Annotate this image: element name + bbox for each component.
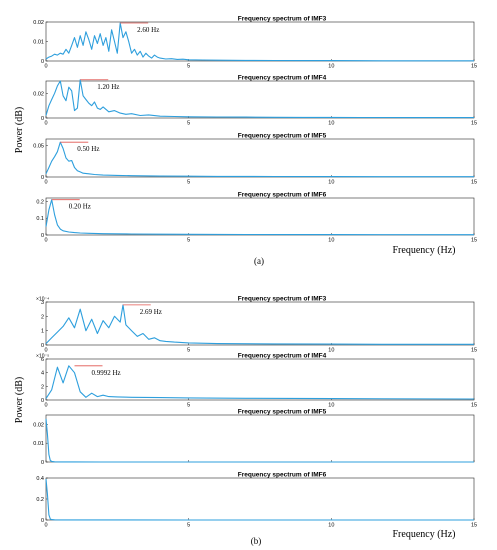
y-tick-label: 0.01 — [33, 40, 44, 46]
y-tick-label: 0.1 — [36, 216, 44, 222]
x-tick-label: 0 — [44, 238, 47, 244]
y-tick-label: 0.2 — [36, 497, 44, 503]
x-tick-label: 10 — [328, 238, 334, 244]
y-tick-label: 0.4 — [36, 476, 44, 482]
x-tick-label: 5 — [187, 121, 190, 127]
x-tick-label: 15 — [471, 238, 477, 244]
y-tick-label: 0 — [41, 116, 44, 122]
plot-frame — [45, 414, 475, 463]
spectrum-panel-7: 0 0.01 0.02 Frequency spectrum of IMF5 — [33, 409, 475, 466]
y-exponent-label: ×10⁻⁴ — [36, 297, 49, 303]
plot-frame — [45, 477, 475, 521]
peak-frequency-label: 2.60 Hz — [137, 26, 159, 34]
spectrum-panel-2: 0 5 10 15 0 0.02 Frequency spectrum of IMF4 1.2… — [33, 75, 477, 127]
peak-frequency-label: 0.9992 Hz — [92, 369, 121, 377]
peak-frequency-label: 0.20 Hz — [69, 203, 91, 211]
spectrum-line — [45, 141, 474, 178]
spectrum-line — [45, 418, 474, 463]
y-tick-label: 0.05 — [33, 143, 44, 149]
plot-frame — [45, 80, 475, 119]
x-tick-label: 10 — [328, 403, 334, 409]
x-tick-label: 15 — [471, 348, 477, 354]
y-tick-label: 0 — [41, 233, 44, 239]
y-tick-label: 2 — [41, 384, 44, 390]
spectrum-panel-5: 0 5 10 15 0 1 2 3×10⁻⁴ Frequency spectrum of IMF… — [36, 296, 477, 354]
x-tick-label: 10 — [328, 121, 334, 127]
y-exponent-label: ×10⁻⁵ — [36, 354, 49, 360]
x-tick-label: 0 — [44, 121, 47, 127]
y-tick-label: 0.02 — [33, 91, 44, 97]
x-tick-label: 15 — [471, 121, 477, 127]
x-tick-label: 5 — [187, 403, 190, 409]
plot-frame — [45, 21, 475, 62]
x-tick-label: 0 — [44, 348, 47, 354]
x-tick-label: 5 — [187, 64, 190, 70]
x-tick-label: 5 — [187, 238, 190, 244]
y-tick-label: 0.2 — [36, 199, 44, 205]
y-tick-label: 0 — [41, 518, 44, 524]
x-tick-label: 10 — [328, 180, 334, 186]
panel-title: Frequency spectrum of IMF3 — [238, 16, 327, 23]
spectrum-line — [45, 365, 475, 400]
y-axis-title-b: Power (dB) — [14, 377, 25, 423]
plot-frame — [45, 138, 475, 178]
spectrum-panel-4: 0 5 10 15 0 0.1 0.2 Frequency spectrum of IMF6 0… — [36, 192, 477, 244]
spectrum-line — [45, 304, 474, 345]
x-tick-label: 5 — [187, 348, 190, 354]
x-tick-label: 5 — [187, 180, 190, 186]
spectrum-line — [45, 22, 474, 62]
y-tick-label: 3 — [41, 300, 44, 306]
x-axis-title-a: Frequency (Hz) — [392, 245, 455, 256]
spectrum-line — [45, 79, 474, 119]
x-tick-label: 0 — [44, 180, 47, 186]
x-tick-label: 15 — [471, 523, 477, 529]
panel-title: Frequency spectrum of IMF3 — [238, 296, 327, 303]
plot-frame — [45, 197, 475, 236]
panel-title: Frequency spectrum of IMF4 — [238, 75, 327, 82]
x-tick-label: 0 — [44, 403, 47, 409]
y-tick-label: 0 — [41, 59, 44, 65]
x-axis-title-b: Frequency (Hz) — [392, 529, 455, 540]
x-tick-label: 5 — [187, 523, 190, 529]
panel-title: Frequency spectrum of IMF5 — [238, 133, 327, 140]
panel-title: Frequency spectrum of IMF6 — [238, 472, 327, 479]
y-tick-label: 0 — [41, 175, 44, 181]
y-tick-label: 1 — [41, 329, 44, 335]
subfigure-label-a: (a) — [254, 256, 264, 266]
peak-frequency-label: 1.20 Hz — [97, 83, 119, 91]
plot-frame — [45, 358, 475, 401]
spectrum-panel-1: 0 5 10 15 0 0.01 0.02 Frequency spectrum of IMF… — [33, 16, 477, 70]
y-tick-label: 0.01 — [33, 441, 44, 447]
peak-frequency-label: 0.50 Hz — [77, 145, 99, 153]
y-tick-label: 0 — [41, 460, 44, 466]
subfigure-label-b: (b) — [251, 536, 262, 546]
x-tick-label: 15 — [471, 64, 477, 70]
x-tick-label: 10 — [328, 64, 334, 70]
spectrum-panel-8: 0 5 10 15 0 0.2 0.4 Frequency spectrum of IMF6 — [36, 472, 477, 529]
y-tick-label: 0 — [41, 398, 44, 404]
y-tick-label: 6 — [41, 357, 44, 363]
spectrum-line — [45, 479, 474, 521]
spectrum-line — [45, 199, 475, 236]
panel-title: Frequency spectrum of IMF4 — [238, 353, 327, 360]
spectrum-panel-3: 0 5 10 15 0 0.05 Frequency spectrum of IMF5 0.5… — [33, 133, 477, 186]
x-tick-label: 15 — [471, 180, 477, 186]
y-tick-label: 0.02 — [33, 20, 44, 26]
x-tick-label: 0 — [44, 523, 47, 529]
x-tick-label: 10 — [328, 348, 334, 354]
y-tick-label: 2 — [41, 314, 44, 320]
x-tick-label: 15 — [471, 403, 477, 409]
y-axis-title-a: Power (dB) — [14, 107, 25, 153]
plot-frame — [45, 301, 475, 346]
x-tick-label: 0 — [44, 64, 47, 70]
y-tick-label: 0.02 — [33, 422, 44, 428]
y-tick-label: 4 — [41, 371, 44, 377]
panel-title: Frequency spectrum of IMF6 — [238, 192, 327, 199]
panel-title: Frequency spectrum of IMF5 — [238, 409, 327, 416]
x-tick-label: 10 — [328, 523, 334, 529]
spectrum-panel-6: 0 5 10 15 0 2 4 6×10⁻⁵ Frequency spectrum of IMF… — [36, 353, 477, 409]
y-tick-label: 0 — [41, 343, 44, 349]
peak-frequency-label: 2.69 Hz — [140, 308, 162, 316]
